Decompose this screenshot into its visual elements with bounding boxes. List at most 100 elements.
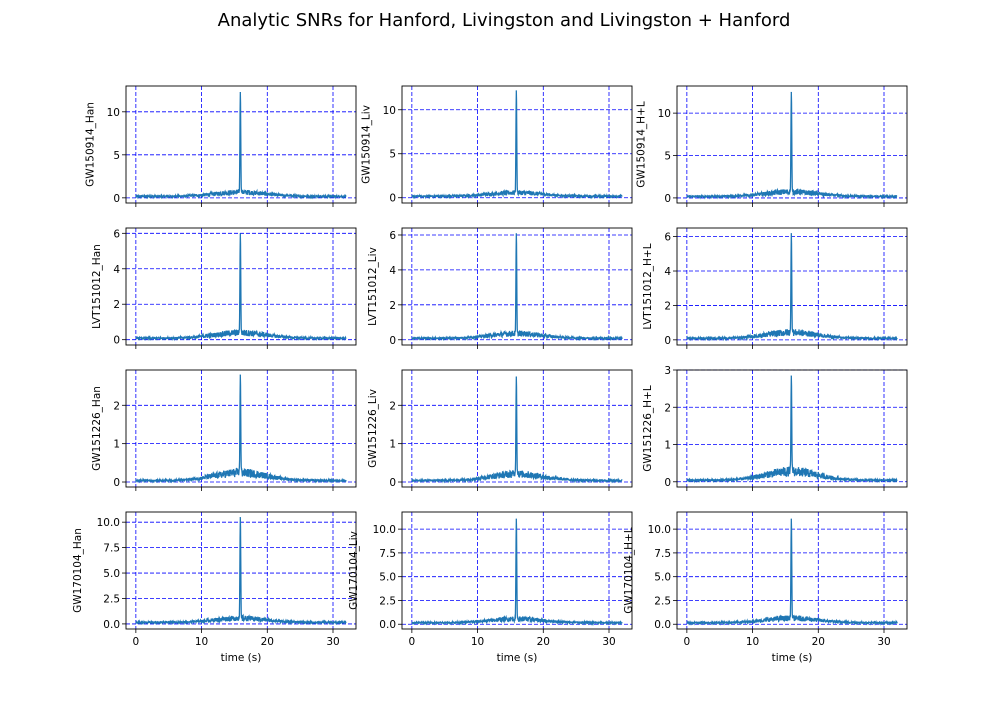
- x-axis-label: time (s): [772, 652, 813, 664]
- x-tick-label: 0: [684, 636, 691, 648]
- subplot: 0 10 20 30 0.0 2.5 5.0 7.5 10.0 GW170104_Hantime …: [72, 511, 357, 664]
- y-tick-label: 2.5: [654, 595, 671, 607]
- y-tick-label: 5.0: [654, 572, 671, 584]
- y-tick-label: 0.0: [654, 619, 671, 631]
- subplot: 0 10 20 30 0.0 2.5 5.0 7.5 10.0 GW170104_Livtime …: [348, 511, 633, 664]
- y-tick-label: 2.5: [103, 593, 120, 605]
- axes-frame: [401, 85, 633, 204]
- y-axis-label: LVT151012_H+L: [642, 243, 654, 329]
- x-tick-label: 20: [261, 636, 274, 648]
- axes-frame: [125, 85, 357, 204]
- series-line: [135, 233, 347, 342]
- y-tick-label: 2: [389, 300, 396, 312]
- subplot: 0 5 10 GW150914_Han: [85, 85, 357, 207]
- y-tick-label: 1: [113, 439, 120, 451]
- y-tick-label: 5: [664, 151, 671, 163]
- y-tick-label: 1: [389, 439, 396, 451]
- y-tick-label: 3: [664, 365, 671, 377]
- y-tick-label: 6: [664, 232, 671, 244]
- axes-frame: [125, 369, 357, 488]
- series-line: [411, 233, 623, 342]
- series-line: [411, 518, 623, 626]
- y-axis-label: GW170104_H+L: [623, 527, 635, 614]
- subplot: 0 5 10 GW150914_Liv: [361, 85, 633, 207]
- axes-frame: [125, 227, 357, 346]
- x-tick-label: 0: [133, 636, 140, 648]
- x-axis-label: time (s): [497, 652, 538, 664]
- axes-frame: [401, 369, 633, 488]
- y-tick-label: 0: [664, 193, 671, 205]
- y-axis-label: GW150914_H+L: [636, 101, 648, 188]
- y-axis-label: GW150914_Liv: [361, 105, 373, 184]
- y-tick-label: 10.0: [373, 524, 396, 536]
- y-tick-label: 1: [664, 440, 671, 452]
- y-axis-label: GW151226_H+L: [642, 385, 654, 472]
- series-line: [686, 375, 898, 484]
- y-axis-label: GW150914_Han: [85, 102, 97, 187]
- x-tick-label: 0: [409, 636, 416, 648]
- series-line: [686, 91, 898, 200]
- y-tick-label: 2: [113, 299, 120, 311]
- y-tick-label: 7.5: [103, 543, 120, 555]
- x-tick-label: 10: [195, 636, 208, 648]
- y-tick-label: 10: [107, 107, 120, 119]
- y-tick-label: 0: [664, 335, 671, 347]
- x-tick-label: 20: [537, 636, 550, 648]
- y-tick-label: 2: [664, 402, 671, 414]
- y-tick-label: 2.5: [379, 595, 396, 607]
- x-tick-label: 30: [877, 636, 890, 648]
- x-tick-label: 10: [471, 636, 484, 648]
- subplot: 0 2 4 6 LVT151012_Liv: [367, 227, 633, 349]
- subplot: 0 2 4 6 LVT151012_H+L: [642, 227, 908, 349]
- axes-frame: [401, 227, 633, 346]
- y-tick-label: 4: [664, 266, 671, 278]
- y-axis-label: GW151226_Han: [91, 386, 103, 471]
- y-tick-label: 7.5: [654, 548, 671, 560]
- y-axis-label: GW151226_Liv: [367, 389, 379, 468]
- y-tick-label: 2: [664, 300, 671, 312]
- y-tick-label: 10.0: [648, 524, 671, 536]
- y-tick-label: 4: [389, 265, 396, 277]
- x-axis-label: time (s): [221, 652, 262, 664]
- y-tick-label: 10: [658, 108, 671, 120]
- axes-frame: [676, 227, 908, 346]
- y-tick-label: 6: [113, 228, 120, 240]
- subplot: 0 5 10 GW150914_H+L: [636, 85, 908, 207]
- series-line: [411, 376, 623, 484]
- axes-frame: [676, 369, 908, 488]
- series-line: [686, 518, 898, 626]
- series-line: [411, 90, 623, 200]
- y-tick-label: 6: [389, 230, 396, 242]
- y-axis-label: LVT151012_Liv: [367, 247, 379, 326]
- y-axis-label: GW170104_Han: [72, 528, 84, 613]
- y-tick-label: 10: [383, 105, 396, 117]
- subplot: 0 1 2 GW151226_Liv: [367, 369, 633, 491]
- y-tick-label: 4: [113, 264, 120, 276]
- subplot: 0 1 2 3 GW151226_H+L: [642, 365, 908, 491]
- series-line: [135, 91, 347, 200]
- subplot: 0 2 4 6 LVT151012_Han: [91, 227, 357, 349]
- axes-frame: [125, 511, 357, 630]
- subplot: 0 1 2 GW151226_Han: [91, 369, 357, 491]
- y-tick-label: 5: [389, 149, 396, 161]
- axes-frame: [401, 511, 633, 630]
- y-tick-label: 0: [113, 193, 120, 205]
- y-tick-label: 7.5: [379, 548, 396, 560]
- y-tick-label: 0: [113, 335, 120, 347]
- y-tick-label: 2: [389, 400, 396, 412]
- x-tick-label: 30: [602, 636, 615, 648]
- y-tick-label: 0: [389, 193, 396, 205]
- y-tick-label: 0.0: [103, 619, 120, 631]
- x-tick-label: 30: [326, 636, 339, 648]
- y-axis-label: GW170104_Liv: [348, 531, 360, 610]
- y-tick-label: 0: [113, 477, 120, 489]
- y-tick-label: 0: [389, 335, 396, 347]
- x-tick-label: 10: [746, 636, 759, 648]
- subplot: 0 10 20 30 0.0 2.5 5.0 7.5 10.0 GW170104_H+Ltime …: [623, 511, 908, 664]
- series-line: [135, 517, 347, 626]
- y-tick-label: 0: [389, 477, 396, 489]
- y-axis-label: LVT151012_Han: [91, 244, 103, 329]
- y-tick-label: 5: [113, 150, 120, 162]
- axes-frame: [676, 85, 908, 204]
